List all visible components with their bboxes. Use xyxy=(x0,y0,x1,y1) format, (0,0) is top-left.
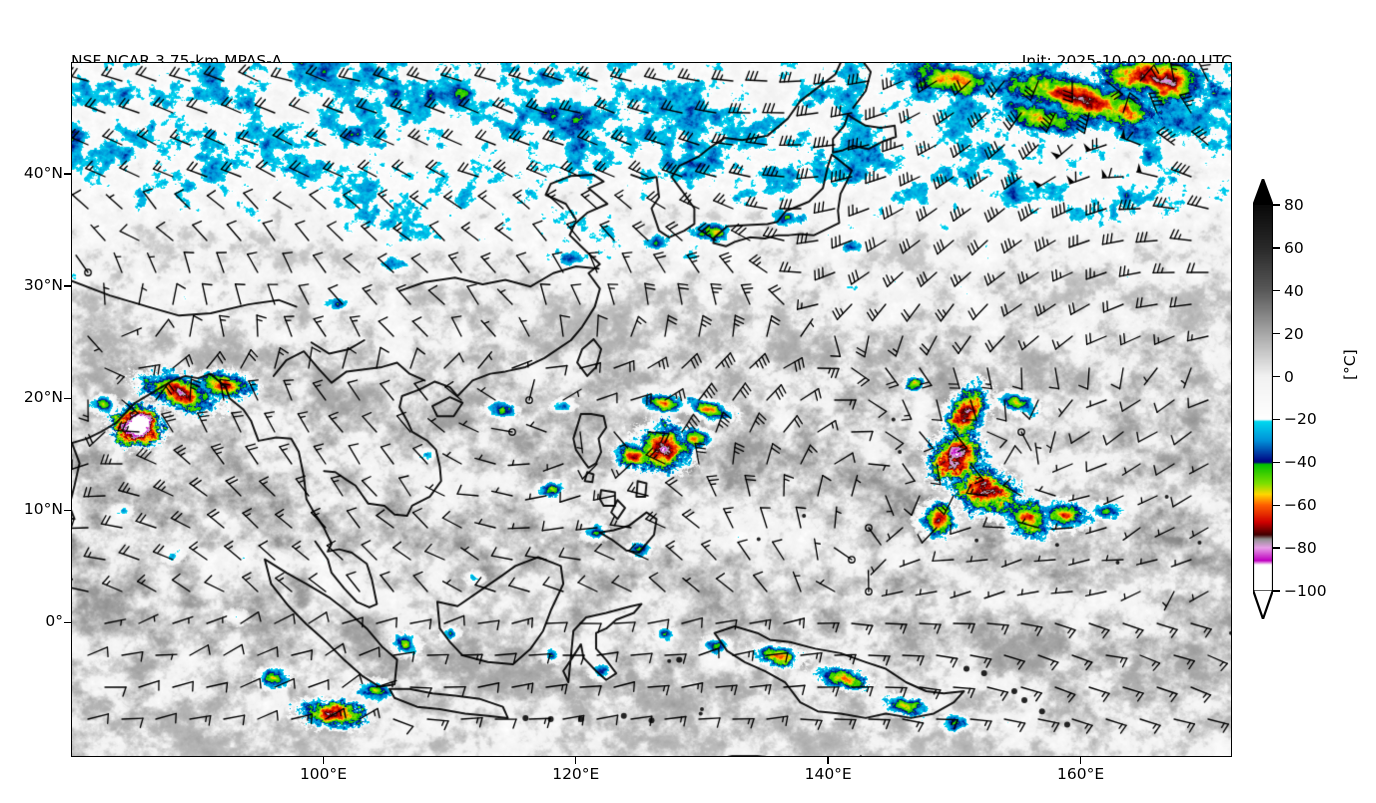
colorbar-tick-mark xyxy=(1273,547,1280,549)
colorbar-tick-mark xyxy=(1273,375,1280,378)
colorbar-tick-label-80: 80 xyxy=(1284,196,1304,214)
colorbar-tick-label--100: −100 xyxy=(1284,582,1327,600)
colorbar-tick-label--60: −60 xyxy=(1284,496,1317,515)
x-tick-label-160°E: 160°E xyxy=(1056,765,1105,783)
x-tick-mark xyxy=(827,757,829,764)
colorbar-tick-label-60: 60 xyxy=(1284,238,1304,257)
colorbar-axis-label: [°C] xyxy=(1341,349,1359,380)
colorbar-tick-mark xyxy=(1273,461,1280,464)
x-tick-label-140°E: 140°E xyxy=(804,765,852,783)
y-tick-mark xyxy=(64,397,71,399)
colorbar-tick-mark xyxy=(1273,504,1280,506)
colorbar-gradient-body xyxy=(1253,205,1273,591)
colorbar-tick-mark xyxy=(1273,290,1280,292)
x-tick-label-120°E: 120°E xyxy=(552,765,600,783)
colorbar-extend-max-arrow xyxy=(1253,179,1273,206)
y-tick-label-20°N: 20°N xyxy=(23,388,63,407)
colorbar-tick-mark xyxy=(1273,332,1280,335)
colorbar-tick-mark xyxy=(1273,418,1280,421)
y-tick-label-10°N: 10°N xyxy=(23,500,63,519)
colorbar-tick-label-20: 20 xyxy=(1284,324,1304,343)
x-tick-mark xyxy=(575,757,577,764)
colorbar-gradient xyxy=(1253,205,1273,591)
colorbar-tick-label--40: −40 xyxy=(1284,453,1317,472)
colorbar-tick-label-40: 40 xyxy=(1284,281,1304,300)
y-tick-mark xyxy=(64,285,71,287)
colorbar-tick-mark xyxy=(1273,590,1280,592)
x-tick-label-100°E: 100°E xyxy=(299,765,347,783)
y-tick-label-40°N: 40°N xyxy=(23,164,63,183)
ir-brightness-temperature-map xyxy=(72,63,1231,756)
y-tick-mark xyxy=(64,509,71,512)
colorbar[interactable]: 80 60 40 20 0 −20 −40 −60 −80 −100 [°C] xyxy=(1245,175,1376,625)
x-tick-mark xyxy=(322,757,325,764)
y-tick-mark xyxy=(64,621,71,624)
colorbar-extend-min-arrow xyxy=(1253,590,1273,619)
colorbar-tick-mark xyxy=(1273,247,1280,249)
colorbar-tick-label--80: −80 xyxy=(1284,539,1317,558)
y-tick-mark xyxy=(64,173,71,175)
colorbar-tick-label-0: 0 xyxy=(1284,367,1294,386)
colorbar-tick-mark xyxy=(1273,204,1280,206)
x-tick-mark xyxy=(1079,757,1082,764)
colorbar-tick-label--20: −20 xyxy=(1284,410,1317,429)
y-tick-label-0°: 0° xyxy=(45,612,63,631)
y-tick-label-30°N: 30°N xyxy=(23,276,63,295)
map-plot-area[interactable] xyxy=(71,62,1232,757)
